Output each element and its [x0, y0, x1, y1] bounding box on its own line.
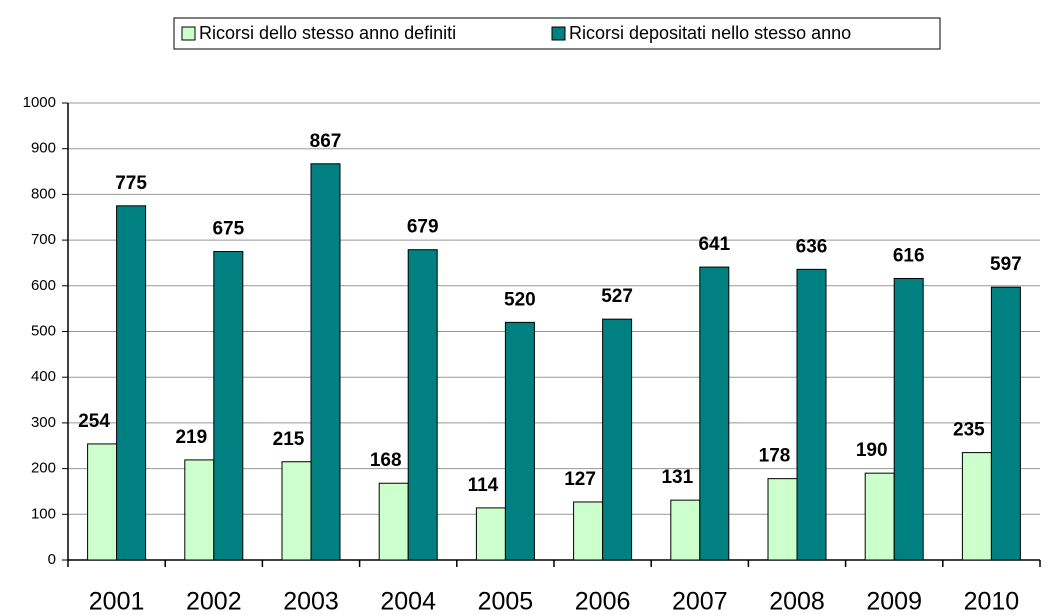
y-tick-label: 800: [31, 185, 56, 202]
legend-label: Ricorsi depositati nello stesso anno: [569, 23, 851, 43]
data-label: 867: [310, 131, 342, 152]
y-tick-label: 300: [31, 414, 56, 431]
data-label: 190: [856, 440, 888, 461]
bar: [475, 507, 506, 561]
x-tick-label: 2007: [672, 588, 728, 615]
y-tick-label: 0: [48, 551, 56, 568]
bar: [310, 163, 341, 561]
legend-swatch: [551, 26, 566, 41]
data-label: 178: [759, 446, 791, 467]
bar: [573, 501, 604, 561]
bar: [699, 266, 730, 561]
bar: [961, 452, 992, 561]
x-tick-label: 2009: [866, 588, 922, 615]
x-tick-label: 2003: [283, 588, 339, 615]
data-label: 131: [661, 467, 693, 488]
bar: [184, 459, 215, 561]
y-tick-label: 900: [31, 140, 56, 157]
bar: [281, 461, 312, 561]
data-label: 675: [212, 219, 244, 240]
bar: [864, 472, 895, 561]
data-label: 527: [601, 286, 633, 307]
bar: [990, 286, 1021, 561]
y-tick-label: 200: [31, 460, 56, 477]
bar: [767, 478, 798, 561]
bar: [602, 318, 633, 561]
y-tick-label: 100: [31, 505, 56, 522]
data-label: 775: [115, 173, 147, 194]
data-label: 641: [698, 234, 730, 255]
legend-label: Ricorsi dello stesso anno definiti: [199, 23, 456, 43]
bar: [213, 251, 244, 561]
data-label: 616: [893, 246, 925, 267]
bar: [670, 499, 701, 561]
bar: [116, 205, 147, 561]
y-tick-label: 600: [31, 277, 56, 294]
data-label: 636: [796, 236, 828, 257]
data-label: 127: [564, 469, 596, 490]
x-tick-label: 2008: [769, 588, 825, 615]
bar: [87, 443, 118, 561]
y-tick-label: 700: [31, 231, 56, 248]
data-label: 520: [504, 289, 536, 310]
bar: [378, 482, 409, 561]
bar: [893, 277, 924, 561]
y-tick-label: 1000: [23, 94, 56, 111]
data-label: 254: [78, 411, 110, 432]
x-tick-label: 2004: [380, 588, 436, 615]
data-label: 219: [175, 427, 207, 448]
x-tick-label: 2006: [575, 588, 631, 615]
x-tick-label: 2001: [89, 588, 145, 615]
data-label: 168: [370, 450, 402, 471]
data-label: 235: [953, 420, 985, 441]
x-tick-label: 2010: [964, 588, 1020, 615]
data-label: 597: [990, 254, 1022, 275]
x-tick-label: 2005: [478, 588, 534, 615]
data-label: 679: [407, 217, 439, 238]
bar: [407, 249, 438, 561]
data-label: 215: [273, 429, 305, 450]
bar: [504, 321, 535, 561]
bar: [796, 268, 827, 561]
x-tick-label: 2002: [186, 588, 242, 615]
data-label: 114: [468, 475, 499, 496]
y-tick-label: 500: [31, 322, 56, 339]
legend-swatch: [181, 26, 196, 41]
y-tick-label: 400: [31, 368, 56, 385]
